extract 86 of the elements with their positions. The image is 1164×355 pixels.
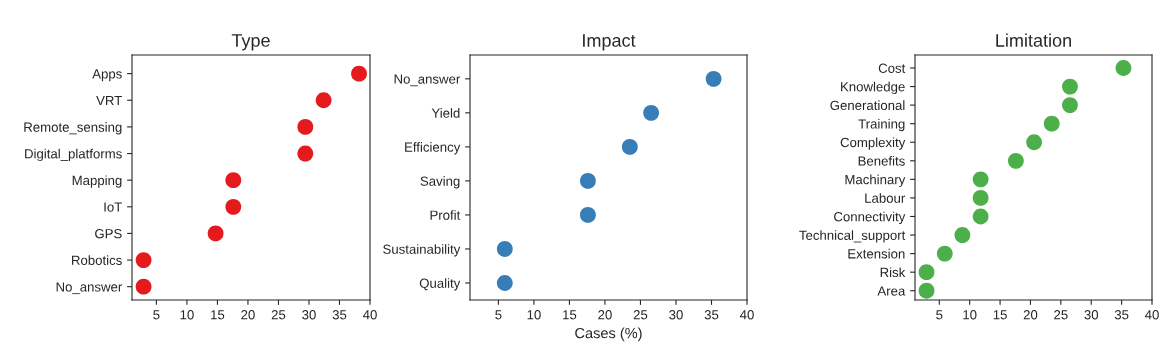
x-tick-label: 40 <box>739 310 754 320</box>
x-tick-label: 20 <box>241 310 255 320</box>
point <box>315 92 332 109</box>
point <box>135 278 152 295</box>
y-tick-label: Quality <box>419 278 461 291</box>
x-tick-label: 35 <box>1114 310 1129 320</box>
y-tick-label: No_answer <box>394 74 461 87</box>
y-tick-label: Benefits <box>858 156 905 166</box>
y-tick-label: Mapping <box>72 175 122 188</box>
y-tick-label: Technical_support <box>799 230 906 243</box>
x-tick-label: 35 <box>704 310 719 320</box>
chart-title: Type <box>231 34 270 51</box>
y-tick-label: VRT <box>96 95 122 106</box>
x-tick-label: 25 <box>271 310 286 320</box>
y-tick-label: Machinary <box>845 174 906 187</box>
x-tick-label: 15 <box>563 310 577 320</box>
y-tick-label: Robotics <box>72 255 122 265</box>
y-tick-label: Connectivity <box>834 211 906 224</box>
chart-title: Limitation <box>996 33 1071 47</box>
x-tick-label: 25 <box>633 310 648 320</box>
point <box>297 145 314 162</box>
point <box>135 252 152 268</box>
point <box>579 172 596 189</box>
y-tick-label: Sustainability <box>383 244 461 257</box>
x-tick-label: 15 <box>211 310 225 320</box>
y-tick-label: Generational <box>830 100 905 111</box>
x-tick-label: 35 <box>332 310 347 320</box>
point <box>972 171 989 188</box>
point <box>972 208 989 225</box>
x-tick-label: 40 <box>1144 310 1159 320</box>
x-tick-label: 10 <box>180 310 194 320</box>
y-tick-label: Cost <box>878 63 906 73</box>
point <box>1043 115 1060 132</box>
x-tick-label: 5 <box>936 310 943 320</box>
point <box>225 198 242 215</box>
x-axis-title: Cases (%) <box>575 327 642 342</box>
point <box>207 225 224 242</box>
y-tick-label: Yield <box>431 108 460 118</box>
point <box>1062 78 1078 95</box>
point <box>351 65 367 82</box>
point <box>1115 60 1132 76</box>
point <box>496 241 513 257</box>
y-tick-label: Complexity <box>840 137 906 150</box>
y-tick-label: GPS <box>95 228 122 239</box>
x-tick-label: 25 <box>1054 310 1068 320</box>
x-tick-label: 40 <box>362 310 377 320</box>
point <box>1007 152 1024 169</box>
x-tick-label: 30 <box>302 310 316 320</box>
y-tick-label: Area <box>877 286 906 296</box>
y-tick-label: Risk <box>880 267 906 278</box>
x-tick-label: 10 <box>527 310 541 320</box>
point <box>972 190 989 206</box>
point <box>1026 134 1043 151</box>
x-tick-label: 30 <box>669 310 683 320</box>
y-tick-label: Remote_sensing <box>24 122 122 135</box>
x-tick-label: 10 <box>963 310 977 320</box>
x-tick-label: 15 <box>993 310 1007 320</box>
point <box>297 118 314 135</box>
chart-title: Impact <box>583 34 636 51</box>
point <box>954 227 971 243</box>
y-tick-label: No_answer <box>56 282 123 295</box>
y-tick-label: Saving <box>420 176 460 189</box>
point <box>579 207 596 223</box>
x-tick-label: 20 <box>598 310 612 320</box>
point <box>918 282 935 299</box>
x-tick-label: 5 <box>153 310 160 320</box>
point <box>621 138 638 155</box>
y-tick-label: Profit <box>430 210 461 220</box>
point <box>225 172 242 189</box>
y-tick-label: IoT <box>104 202 122 212</box>
point <box>936 245 953 262</box>
y-tick-label: Labour <box>865 193 906 203</box>
y-tick-label: Training <box>858 118 905 132</box>
point <box>918 264 935 281</box>
point <box>643 104 660 121</box>
y-tick-label: Knowledge <box>841 81 905 95</box>
y-tick-label: Apps <box>92 69 122 82</box>
point <box>496 275 513 291</box>
x-tick-label: 5 <box>495 310 502 320</box>
y-tick-label: Extension <box>848 248 905 259</box>
point <box>705 70 722 87</box>
point <box>1062 97 1078 114</box>
y-tick-label: Digital_platforms <box>25 148 122 162</box>
x-tick-label: 20 <box>1023 310 1038 320</box>
y-tick-label: Efficiency <box>405 142 461 155</box>
x-tick-label: 30 <box>1084 310 1099 320</box>
